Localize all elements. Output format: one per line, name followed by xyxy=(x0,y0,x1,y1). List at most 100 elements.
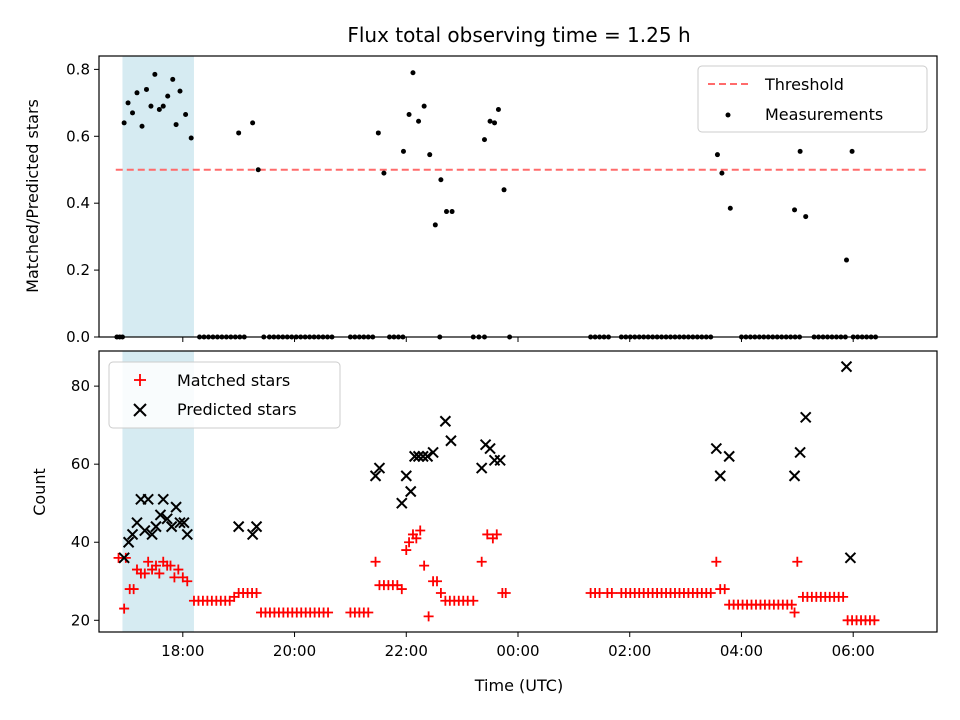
predicted-star-point xyxy=(794,446,806,459)
ratio-highlight-span xyxy=(122,56,194,337)
predicted-star-point xyxy=(139,524,151,537)
matched-star-point xyxy=(251,587,262,598)
predicted-star-point xyxy=(157,493,169,506)
measurement-point xyxy=(449,209,455,215)
predicted-star-point xyxy=(714,470,726,482)
matched-star-point xyxy=(491,529,502,540)
predicted-star-point xyxy=(178,517,190,529)
matched-star-point xyxy=(792,556,803,567)
measurement-point xyxy=(139,123,145,129)
measurement-point xyxy=(183,112,189,118)
measurement-point xyxy=(177,88,183,94)
predicted-star-point xyxy=(154,509,167,521)
legend-measurements-swatch xyxy=(725,112,731,118)
legend-matched-swatch xyxy=(134,374,146,386)
measurement-point xyxy=(148,103,154,109)
predicted-star-point xyxy=(174,517,186,529)
predicted-star-point xyxy=(122,536,135,548)
matched-star-point xyxy=(789,607,800,618)
measurement-point xyxy=(432,222,438,228)
predicted-star-point xyxy=(445,435,457,447)
measurement-point xyxy=(125,100,131,106)
matched-star-point xyxy=(401,545,412,556)
ratio-legend-box xyxy=(697,65,928,133)
matched-star-point xyxy=(396,584,407,595)
matched-star-point xyxy=(415,525,426,536)
matched-star-point xyxy=(869,615,880,626)
predicted-star-point xyxy=(800,411,812,424)
predicted-star-point xyxy=(484,442,496,455)
legend-matched-label: Matched stars xyxy=(177,371,290,390)
measurement-point xyxy=(501,187,507,193)
ratio-y-axis-ticks: 0.0 0.2 0.4 0.6 0.8 xyxy=(66,60,99,346)
predicted-star-point xyxy=(412,450,425,463)
x-tick-label: 20:00 xyxy=(273,642,316,660)
predicted-star-point xyxy=(710,442,723,455)
y-tick-label: 0.6 xyxy=(66,127,90,145)
x-tick-label: 02:00 xyxy=(608,642,651,660)
y-tick-label: 20 xyxy=(71,611,90,629)
predicted-star-point xyxy=(400,470,412,482)
measurement-point xyxy=(481,137,487,143)
predicted-star-point xyxy=(373,462,386,474)
matched-star-point xyxy=(165,560,176,571)
predicted-star-point xyxy=(439,415,452,427)
y-tick-label: 60 xyxy=(71,455,90,473)
x-tick-label: 04:00 xyxy=(720,642,763,660)
matched-star-point xyxy=(719,584,730,595)
measurement-point xyxy=(170,76,176,82)
y-tick-label: 80 xyxy=(71,377,90,395)
matched-star-point xyxy=(435,587,446,598)
measurement-point xyxy=(714,152,720,158)
measurement-point xyxy=(173,122,179,128)
predicted-star-point xyxy=(250,520,263,533)
ratio-legend: Threshold Measurements xyxy=(697,65,928,133)
x-tick-label: 18:00 xyxy=(161,642,204,660)
matched-star-point xyxy=(476,556,487,567)
measurement-point xyxy=(134,90,140,96)
matched-star-point xyxy=(786,599,797,610)
measurement-point xyxy=(255,167,261,173)
legend-measurements-label: Measurements xyxy=(765,105,883,124)
y-tick-label: 40 xyxy=(71,533,90,551)
measurement-point xyxy=(156,107,162,113)
measurement-point xyxy=(803,214,809,220)
predicted-star-point xyxy=(161,513,173,525)
measurement-point xyxy=(438,177,444,183)
predicted-star-point xyxy=(408,450,421,463)
matched-star-point xyxy=(500,587,511,598)
legend-threshold-label: Threshold xyxy=(764,75,844,94)
measurement-point xyxy=(849,148,855,154)
measurement-point xyxy=(375,130,381,136)
predicted-star-point xyxy=(427,446,439,459)
measurement-point xyxy=(130,110,136,116)
measurement-point xyxy=(492,120,498,126)
figure-title: Flux total observing time = 1.25 h xyxy=(347,23,690,47)
matched-star-point xyxy=(370,556,381,567)
measurement-point xyxy=(236,130,242,136)
predicted-star-point xyxy=(150,520,162,533)
ratio-panel: 0.00.20.40.60.8 Matched/Predicted stars … xyxy=(23,55,938,346)
count-points xyxy=(113,360,880,626)
matched-star-point xyxy=(173,564,184,575)
legend-predicted-label: Predicted stars xyxy=(177,400,297,419)
predicted-star-point xyxy=(126,528,139,541)
measurement-point xyxy=(410,70,416,76)
count-legend: Matched stars Predicted stars xyxy=(108,361,341,429)
count-x-axis-ticks: 18:00 20:00 22:00 00:00 02:00 04:00 06:00 xyxy=(161,632,875,660)
measurement-point xyxy=(160,103,166,109)
matched-star-point xyxy=(323,607,334,618)
measurement-point xyxy=(427,152,433,158)
matched-star-point xyxy=(431,576,442,587)
measurement-point xyxy=(727,205,733,211)
count-panel: 20 40 60 80 18:00 20:00 22:00 00:00 02:00 04:00 0… xyxy=(30,350,938,695)
predicted-star-point xyxy=(421,450,434,463)
matched-star-point xyxy=(482,529,493,540)
predicted-star-point xyxy=(181,528,193,541)
matched-star-point xyxy=(419,560,430,571)
matched-star-point xyxy=(705,587,716,598)
measurement-point xyxy=(143,86,149,92)
matched-star-point xyxy=(120,552,131,563)
measurement-point xyxy=(421,103,427,109)
